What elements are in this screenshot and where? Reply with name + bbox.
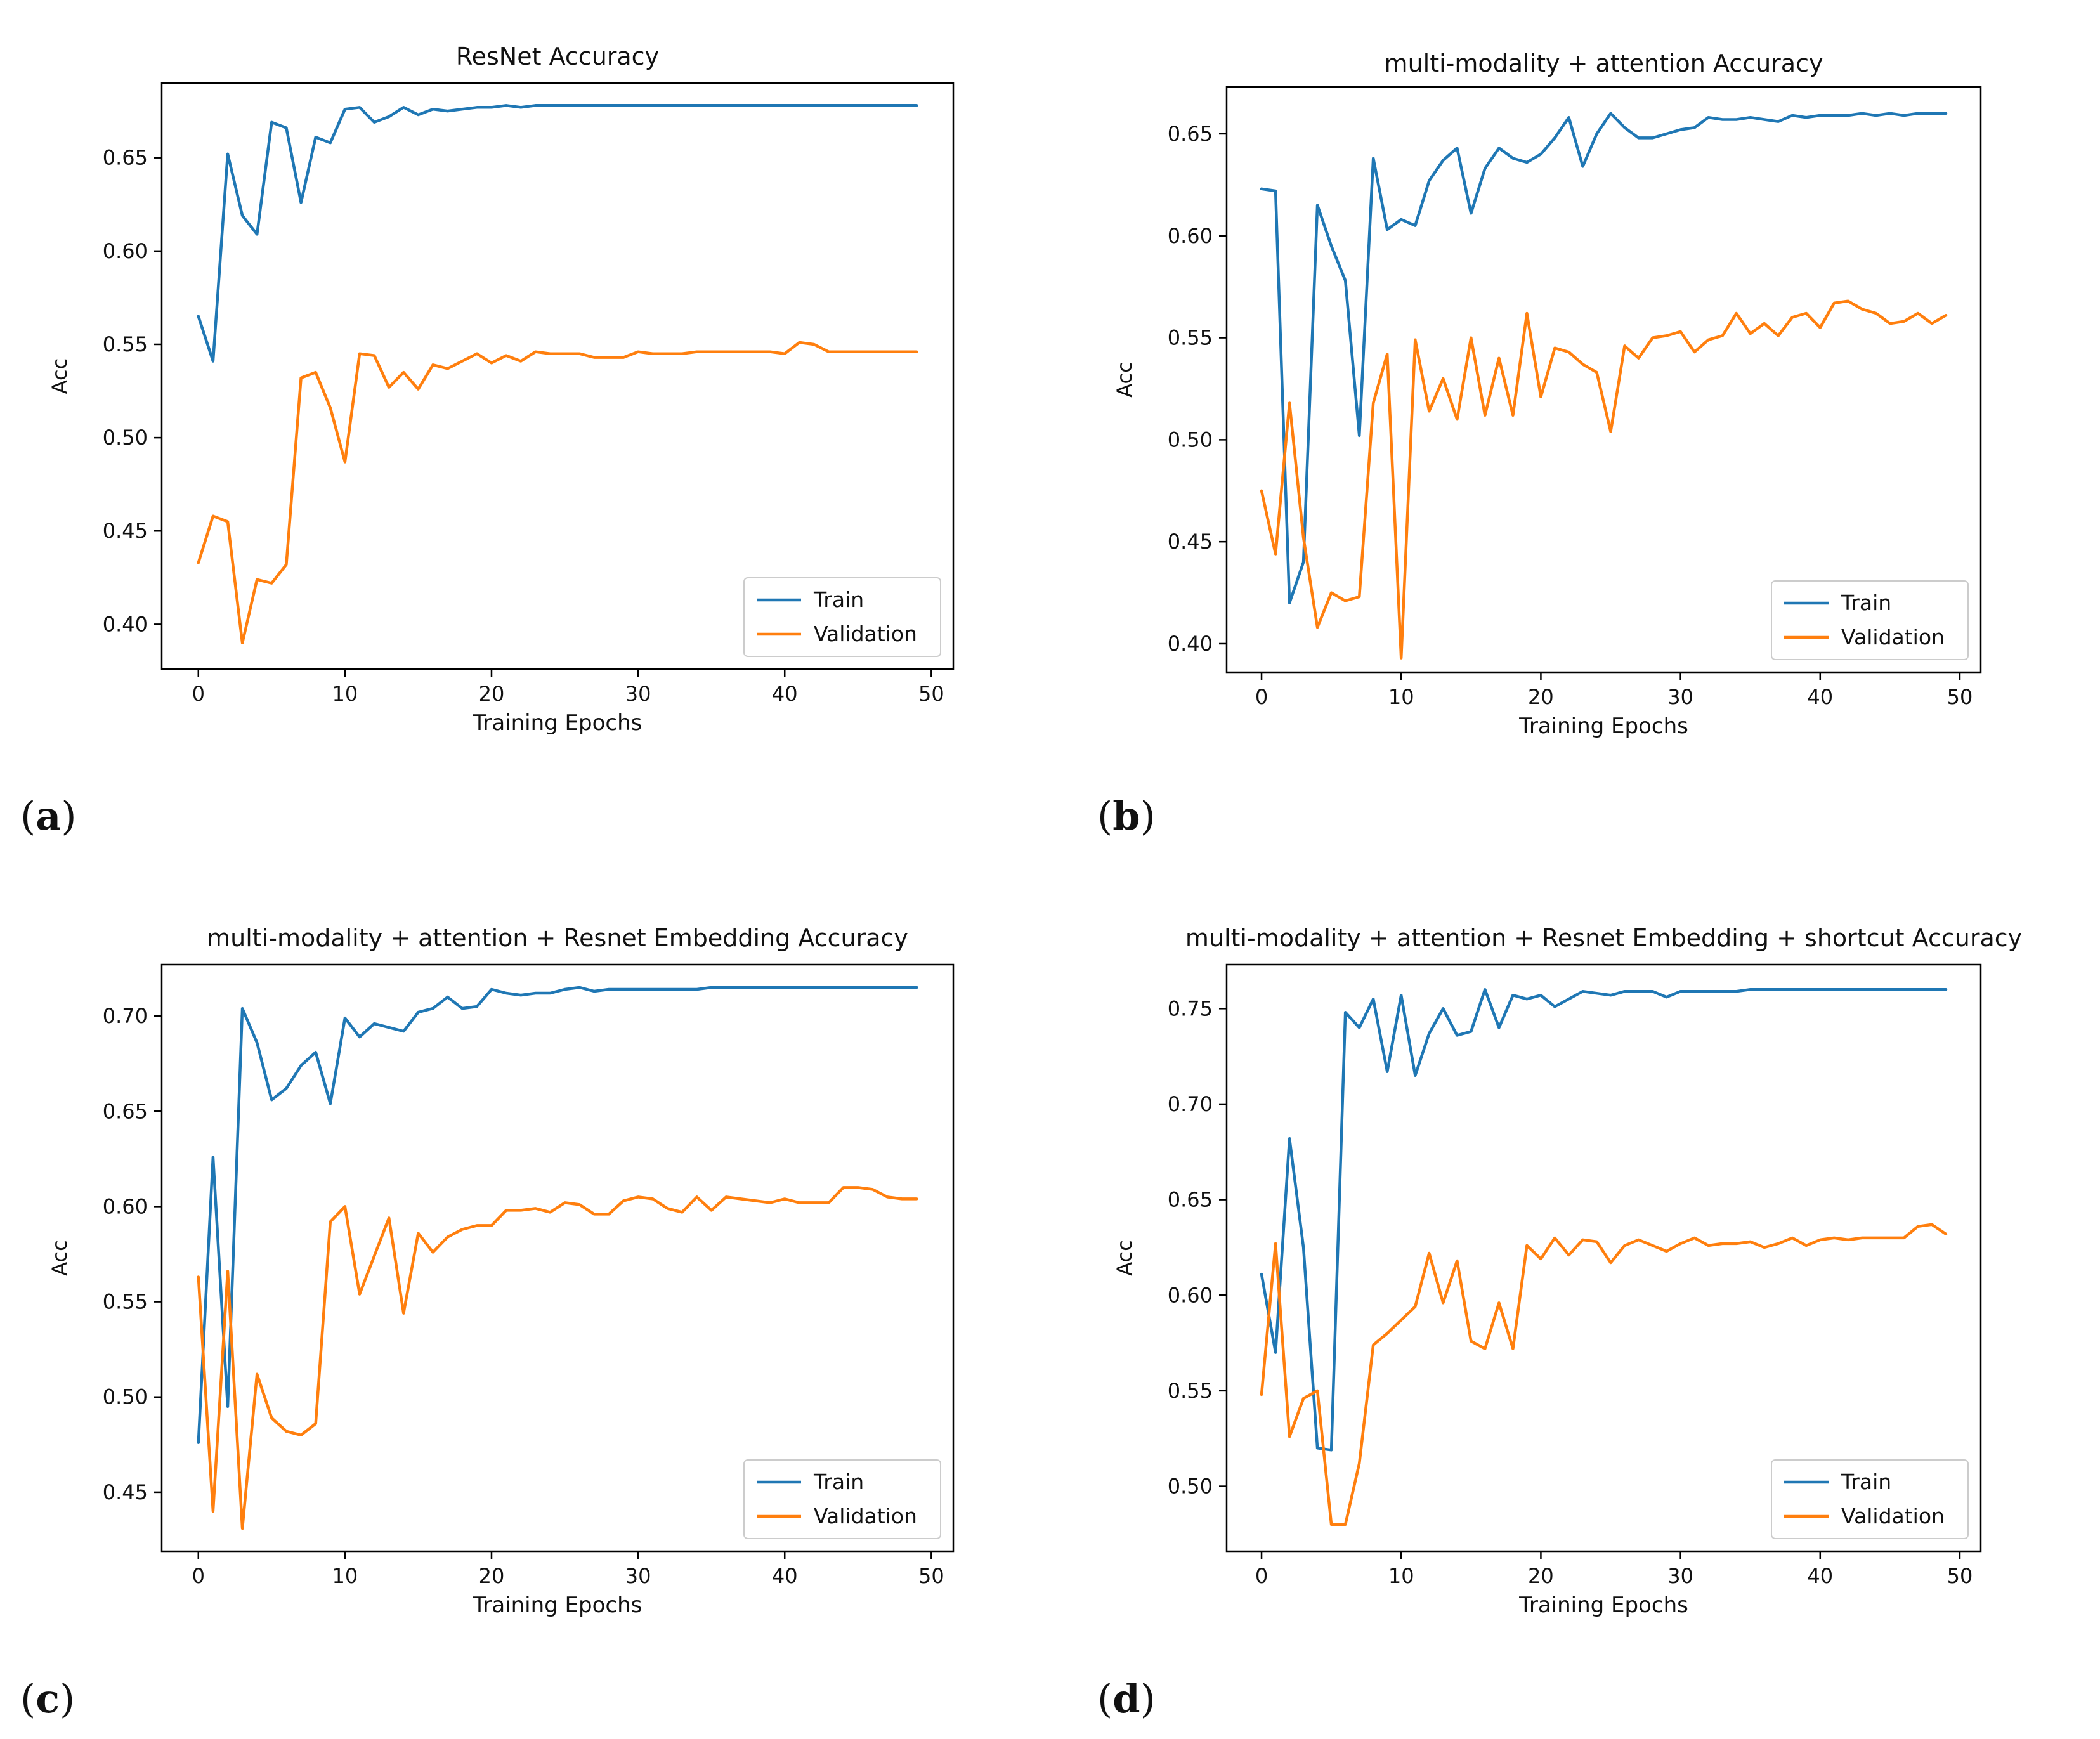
train-series-line	[1260, 987, 1948, 1452]
x-tick-label: 20	[479, 682, 505, 706]
x-tick-label: 30	[1667, 685, 1693, 709]
x-axis-label: Training Epochs	[1518, 713, 1688, 739]
x-tick-label: 40	[772, 1564, 798, 1588]
train-series-line	[197, 104, 918, 363]
legend-box	[743, 1459, 941, 1539]
y-tick-label: 0.60	[1168, 1283, 1213, 1307]
x-axis-label: Training Epochs	[1518, 1592, 1688, 1618]
chart-panel-a: ResNet Accuracy 0 10 20 30 40 50 0.40 0.45 0.50 0.…	[48, 42, 955, 736]
validation-series-line	[197, 1186, 918, 1530]
chart-panel-b: multi-modality + attention Accuracy 0 10 20…	[1112, 49, 1982, 739]
legend: Train Validation	[743, 577, 941, 657]
x-tick-label: 10	[1388, 1564, 1414, 1588]
validation-series-line	[1260, 1223, 1948, 1527]
x-tick-label: 0	[1255, 1564, 1268, 1588]
y-axis-label: Acc	[48, 1240, 72, 1276]
y-tick-label: 0.65	[1168, 122, 1213, 146]
legend-validation-label: Validation	[1841, 625, 1945, 649]
legend-validation-label: Validation	[1841, 1504, 1945, 1528]
x-tick-label: 30	[1667, 1564, 1693, 1588]
axes-frame	[160, 963, 955, 1553]
x-tick-label: 20	[1528, 685, 1554, 709]
legend-train-label: Train	[813, 1469, 864, 1494]
y-tick-label: 0.65	[1168, 1188, 1213, 1212]
y-tick-label: 0.60	[103, 1194, 148, 1218]
x-tick-label: 10	[332, 682, 358, 706]
x-axis-label: Training Epochs	[473, 710, 642, 736]
axes-frame	[1225, 963, 1982, 1553]
legend-box	[1771, 1459, 1969, 1539]
x-tick-label: 30	[625, 1564, 651, 1588]
panel-label-c: (c)	[20, 1676, 75, 1722]
legend-train-label: Train	[1841, 590, 1891, 615]
x-tick-label: 50	[918, 682, 944, 706]
legend-train-label: Train	[1841, 1469, 1891, 1494]
x-tick-label: 50	[918, 1564, 944, 1588]
chart-title: multi-modality + attention + Resnet Embe…	[1185, 924, 2022, 952]
y-tick-label: 0.45	[1168, 530, 1213, 554]
legend: Train Validation	[1771, 1459, 1969, 1539]
legend: Train Validation	[743, 1459, 941, 1539]
validation-series-line	[197, 341, 918, 645]
chart-panel-c: multi-modality + attention + Resnet Embe…	[48, 924, 955, 1618]
panel-label-d: (d)	[1097, 1676, 1156, 1722]
y-tick-label: 0.55	[1168, 326, 1213, 350]
legend-box	[1771, 580, 1969, 660]
x-tick-label: 0	[1255, 685, 1268, 709]
y-tick-label: 0.45	[103, 1480, 148, 1504]
x-tick-label: 0	[192, 682, 205, 706]
y-tick-label: 0.55	[1168, 1379, 1213, 1403]
y-axis-label: Acc	[1112, 1240, 1137, 1276]
chart-title: multi-modality + attention + Resnet Embe…	[207, 924, 908, 952]
y-tick-label: 0.65	[103, 146, 148, 170]
legend-box	[743, 577, 941, 657]
y-tick-label: 0.65	[103, 1099, 148, 1123]
y-tick-label: 0.55	[103, 1290, 148, 1314]
validation-series-line	[1260, 299, 1948, 660]
panel-label-b: (b)	[1097, 793, 1156, 839]
y-tick-label: 0.50	[103, 1385, 148, 1409]
x-tick-label: 10	[1388, 685, 1414, 709]
y-axis-label: Acc	[1112, 361, 1137, 398]
y-tick-label: 0.50	[103, 426, 148, 450]
chart-panel-d: multi-modality + attention + Resnet Embe…	[1112, 924, 2022, 1618]
y-tick-label: 0.55	[103, 332, 148, 356]
legend: Train Validation	[1771, 580, 1969, 660]
legend-train-label: Train	[813, 587, 864, 612]
y-tick-label: 0.40	[1168, 632, 1213, 656]
panel-label-a: (a)	[20, 793, 77, 839]
chart-title: multi-modality + attention Accuracy	[1385, 49, 1823, 77]
train-series-line	[1260, 112, 1948, 604]
chart-title: ResNet Accuracy	[456, 42, 659, 70]
axes-frame	[160, 82, 955, 670]
y-tick-label: 0.60	[103, 239, 148, 263]
x-tick-label: 10	[332, 1564, 358, 1588]
y-axis-label: Acc	[48, 358, 72, 394]
y-tick-label: 0.50	[1168, 1475, 1213, 1499]
x-tick-label: 40	[772, 682, 798, 706]
x-tick-label: 20	[1528, 1564, 1554, 1588]
x-tick-label: 40	[1807, 1564, 1833, 1588]
x-tick-label: 20	[479, 1564, 505, 1588]
y-tick-label: 0.70	[1168, 1092, 1213, 1116]
y-tick-label: 0.70	[103, 1004, 148, 1028]
x-tick-label: 0	[192, 1564, 205, 1588]
y-tick-label: 0.75	[1168, 996, 1213, 1020]
y-tick-label: 0.50	[1168, 427, 1213, 452]
x-tick-label: 30	[625, 682, 651, 706]
x-tick-label: 50	[1947, 1564, 1973, 1588]
x-tick-label: 40	[1807, 685, 1833, 709]
x-axis-label: Training Epochs	[473, 1592, 642, 1618]
legend-validation-label: Validation	[814, 622, 917, 646]
axes-frame	[1225, 86, 1982, 674]
y-tick-label: 0.40	[103, 612, 148, 636]
x-tick-label: 50	[1947, 685, 1973, 709]
y-tick-label: 0.60	[1168, 224, 1213, 248]
legend-validation-label: Validation	[814, 1504, 917, 1528]
y-tick-label: 0.45	[103, 519, 148, 543]
train-series-line	[197, 986, 918, 1445]
